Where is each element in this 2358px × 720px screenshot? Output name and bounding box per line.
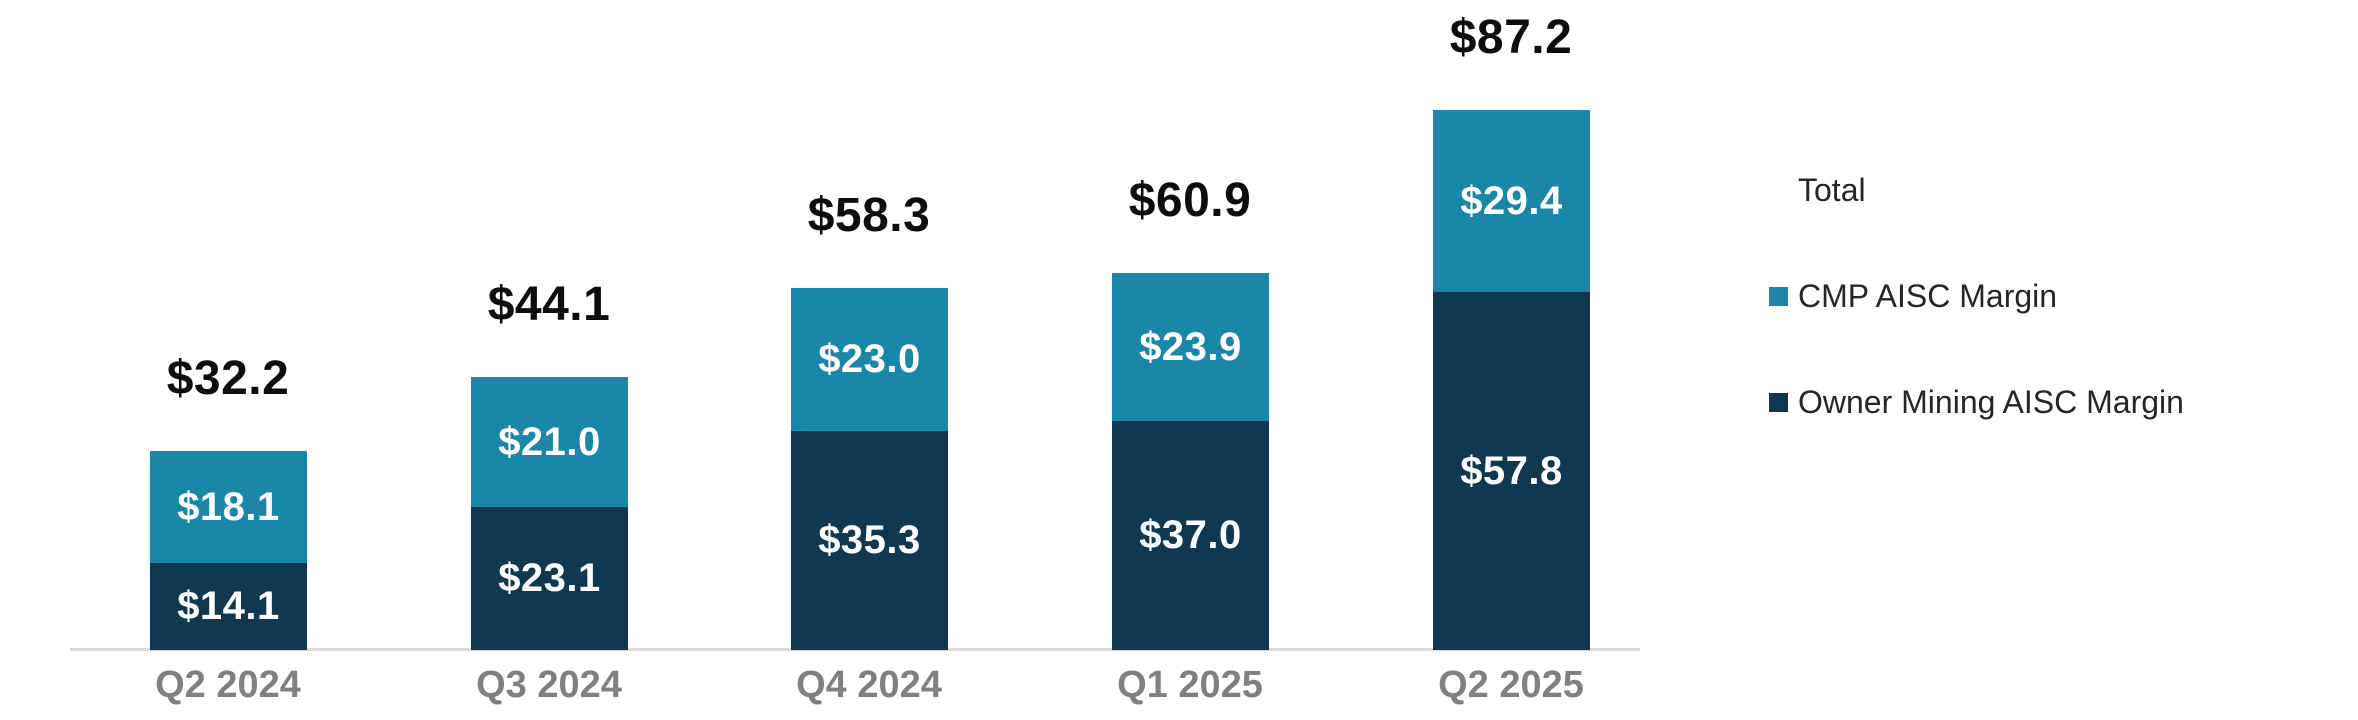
legend-label-total: Total <box>1798 171 1866 208</box>
legend-swatch-cmp <box>1769 286 1788 306</box>
owner-value-label: $37.0 <box>1139 513 1242 557</box>
plot-area: $14.1 $18.1 $32.2 Q2 2024 $23.1 $21.0 $44.1 Q3 … <box>70 11 1640 706</box>
owner-value-label: $23.1 <box>498 556 601 600</box>
legend-label-owner: Owner Mining AISC Margin <box>1798 383 2184 420</box>
bar-segment-owner: $57.8 <box>1433 292 1590 650</box>
bar-segment-owner: $14.1 <box>150 563 307 650</box>
total-value-label: $44.1 <box>487 278 611 331</box>
bar-segment-cmp: $23.9 <box>1112 273 1269 421</box>
category-label: Q4 2024 <box>796 664 942 706</box>
bar-segment-cmp: $23.0 <box>791 288 948 431</box>
total-value-label: $87.2 <box>1449 11 1573 64</box>
category-label: Q3 2024 <box>476 664 622 706</box>
cmp-value-label: $18.1 <box>177 484 280 529</box>
category-label: Q1 2025 <box>1117 664 1263 706</box>
owner-value-label: $35.3 <box>818 518 921 562</box>
category-label: Q2 2024 <box>155 664 301 706</box>
legend-swatch-owner <box>1769 392 1788 412</box>
legend-entry-total: Total <box>1769 172 2184 208</box>
cmp-value-label: $29.4 <box>1460 178 1563 223</box>
cmp-value-label: $23.0 <box>818 337 921 381</box>
cmp-value-label: $21.0 <box>498 419 601 464</box>
total-value-label: $60.9 <box>1128 174 1252 227</box>
owner-value-label: $57.8 <box>1460 448 1563 493</box>
bar-segment-cmp: $18.1 <box>150 451 307 563</box>
total-value-label: $32.2 <box>166 352 290 405</box>
bar-segment-owner: $23.1 <box>471 507 628 650</box>
legend-label-cmp: CMP AISC Margin <box>1798 277 2058 314</box>
category-label: Q2 2025 <box>1438 664 1584 706</box>
total-value-label: $58.3 <box>807 189 931 242</box>
bar-segment-owner: $37.0 <box>1112 421 1269 650</box>
legend-entry-owner: Owner Mining AISC Margin <box>1769 384 2184 420</box>
legend: Total CMP AISC Margin Owner Mining AISC … <box>1769 172 2184 490</box>
cmp-value-label: $23.9 <box>1139 324 1242 369</box>
bar-segment-cmp: $21.0 <box>471 377 628 507</box>
bar-segment-owner: $35.3 <box>791 431 948 650</box>
owner-value-label: $14.1 <box>177 584 280 628</box>
legend-entry-cmp: CMP AISC Margin <box>1769 278 2184 314</box>
bar-segment-cmp: $29.4 <box>1433 110 1590 292</box>
